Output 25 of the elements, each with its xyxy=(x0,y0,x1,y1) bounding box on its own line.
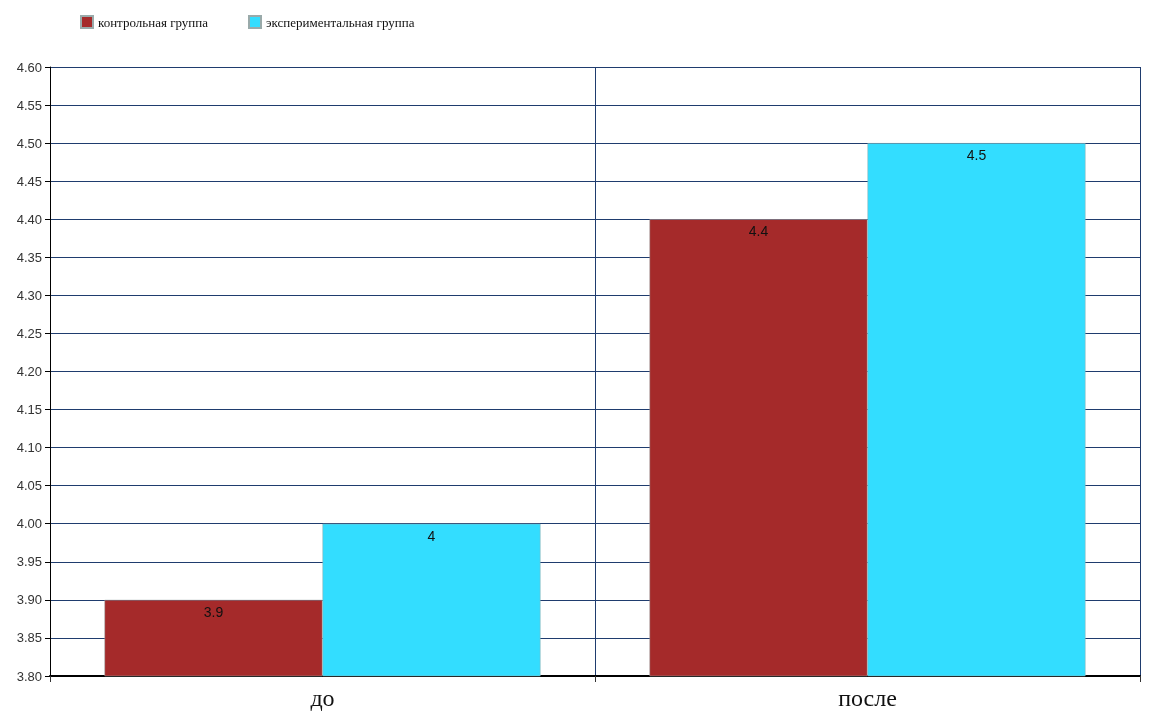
y-tick-label: 4.15 xyxy=(16,402,42,418)
legend-label: контрольная группа xyxy=(98,14,209,30)
y-tick-label: 3.80 xyxy=(16,668,42,684)
y-tick-label: 4.10 xyxy=(16,440,42,456)
y-tick-label: 4.30 xyxy=(16,287,42,303)
y-tick-label: 4.35 xyxy=(16,249,42,265)
y-tick-label: 4.45 xyxy=(16,173,42,189)
y-tick-label: 4.25 xyxy=(16,325,42,341)
data-label: 4.4 xyxy=(748,223,769,240)
y-tick-label: 4.00 xyxy=(16,516,42,532)
data-label: 3.9 xyxy=(203,603,224,620)
y-tick-label: 4.40 xyxy=(16,211,42,227)
legend-label: экспериментальная группа xyxy=(266,14,415,30)
y-tick-label: 4.60 xyxy=(16,59,42,75)
x-tick-label: после xyxy=(838,685,897,711)
y-tick-label: 4.55 xyxy=(16,97,42,113)
x-tick-label: до xyxy=(310,685,335,711)
y-tick-label: 4.50 xyxy=(16,135,42,151)
y-tick-label: 3.85 xyxy=(16,630,42,646)
data-label: 4.5 xyxy=(966,147,987,164)
y-tick-label: 4.20 xyxy=(16,364,42,379)
y-tick-label: 4.05 xyxy=(16,478,42,494)
y-tick-label: 3.95 xyxy=(16,554,42,570)
data-label: 4 xyxy=(427,527,436,544)
y-tick-label: 3.90 xyxy=(16,592,42,608)
